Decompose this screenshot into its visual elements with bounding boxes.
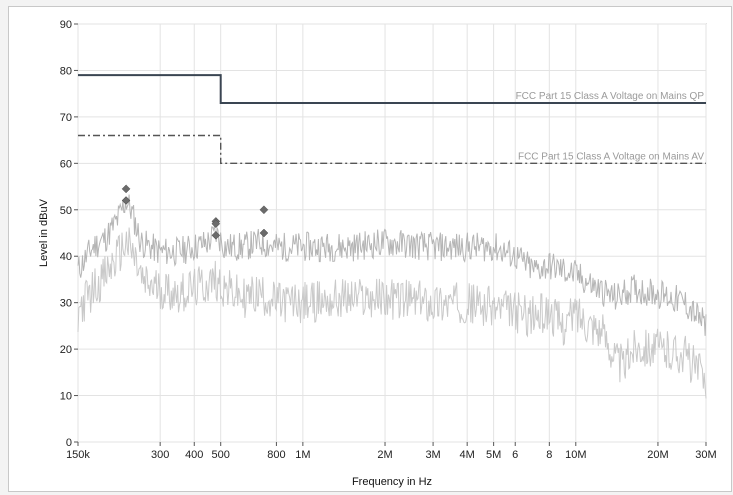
plot-area (77, 23, 707, 443)
x-tick-label: 10M (565, 449, 586, 461)
y-tick-label: 70 (60, 112, 72, 124)
y-tick-label: 30 (60, 298, 72, 310)
x-axis-title: Frequency in Hz (352, 476, 432, 488)
limit-lines: FCC Part 15 Class A Voltage on Mains QP F… (78, 74, 706, 164)
x-tick-label: 30M (695, 449, 716, 461)
peak-marker (211, 230, 221, 240)
x-tick-label: 1M (295, 449, 310, 461)
measurement-trace (77, 227, 707, 399)
x-tick-label: 150k (66, 449, 90, 461)
peak-marker (259, 205, 269, 215)
y-tick-label: 40 (60, 251, 72, 263)
peak-markers (121, 184, 269, 240)
x-tick-label: 20M (647, 449, 668, 461)
y-tick-label: 0 (66, 437, 72, 449)
y-tick-label: 80 (60, 65, 72, 77)
y-tick-label: 20 (60, 344, 72, 356)
x-tick-label: 4M (460, 449, 475, 461)
y-axis-title: Level in dBuV (38, 198, 50, 267)
y-tick-labels: 0 10 20 30 40 50 60 70 80 90 (60, 19, 78, 449)
measurement-traces (77, 194, 707, 399)
chart-frame: FCC Part 15 Class A Voltage on Mains QP F… (8, 6, 732, 492)
limit-line (78, 134, 706, 164)
limit-line-label: FCC Part 15 Class A Voltage on Mains QP (516, 91, 705, 102)
peak-marker (259, 228, 269, 238)
y-tick-label: 50 (60, 205, 72, 217)
measurement-trace (77, 194, 707, 336)
x-tick-label: 400 (185, 449, 203, 461)
x-tick-label: 2M (377, 449, 392, 461)
peak-marker (121, 184, 131, 194)
peak-marker (211, 219, 221, 229)
y-tick-label: 60 (60, 158, 72, 170)
x-tick-label: 5M (486, 449, 501, 461)
limit-line-label: FCC Part 15 Class A Voltage on Mains AV (518, 151, 704, 162)
peak-marker (121, 196, 131, 205)
x-tick-label: 300 (151, 449, 169, 461)
x-tick-label: 8 (546, 449, 552, 461)
x-tick-label: 3M (425, 449, 440, 461)
x-tick-label: 6 (512, 449, 518, 461)
limit-line (78, 74, 706, 104)
y-tick-label: 10 (60, 391, 72, 403)
x-tick-label: 800 (267, 449, 285, 461)
emission-chart: FCC Part 15 Class A Voltage on Mains QP F… (38, 19, 717, 488)
x-tick-labels: 150k 300 400 500 800 1M 2M 3M 4M 5M 6 8 10M 20M 30M (66, 442, 717, 461)
y-tick-label: 90 (60, 19, 72, 31)
x-tick-label: 500 (212, 449, 230, 461)
